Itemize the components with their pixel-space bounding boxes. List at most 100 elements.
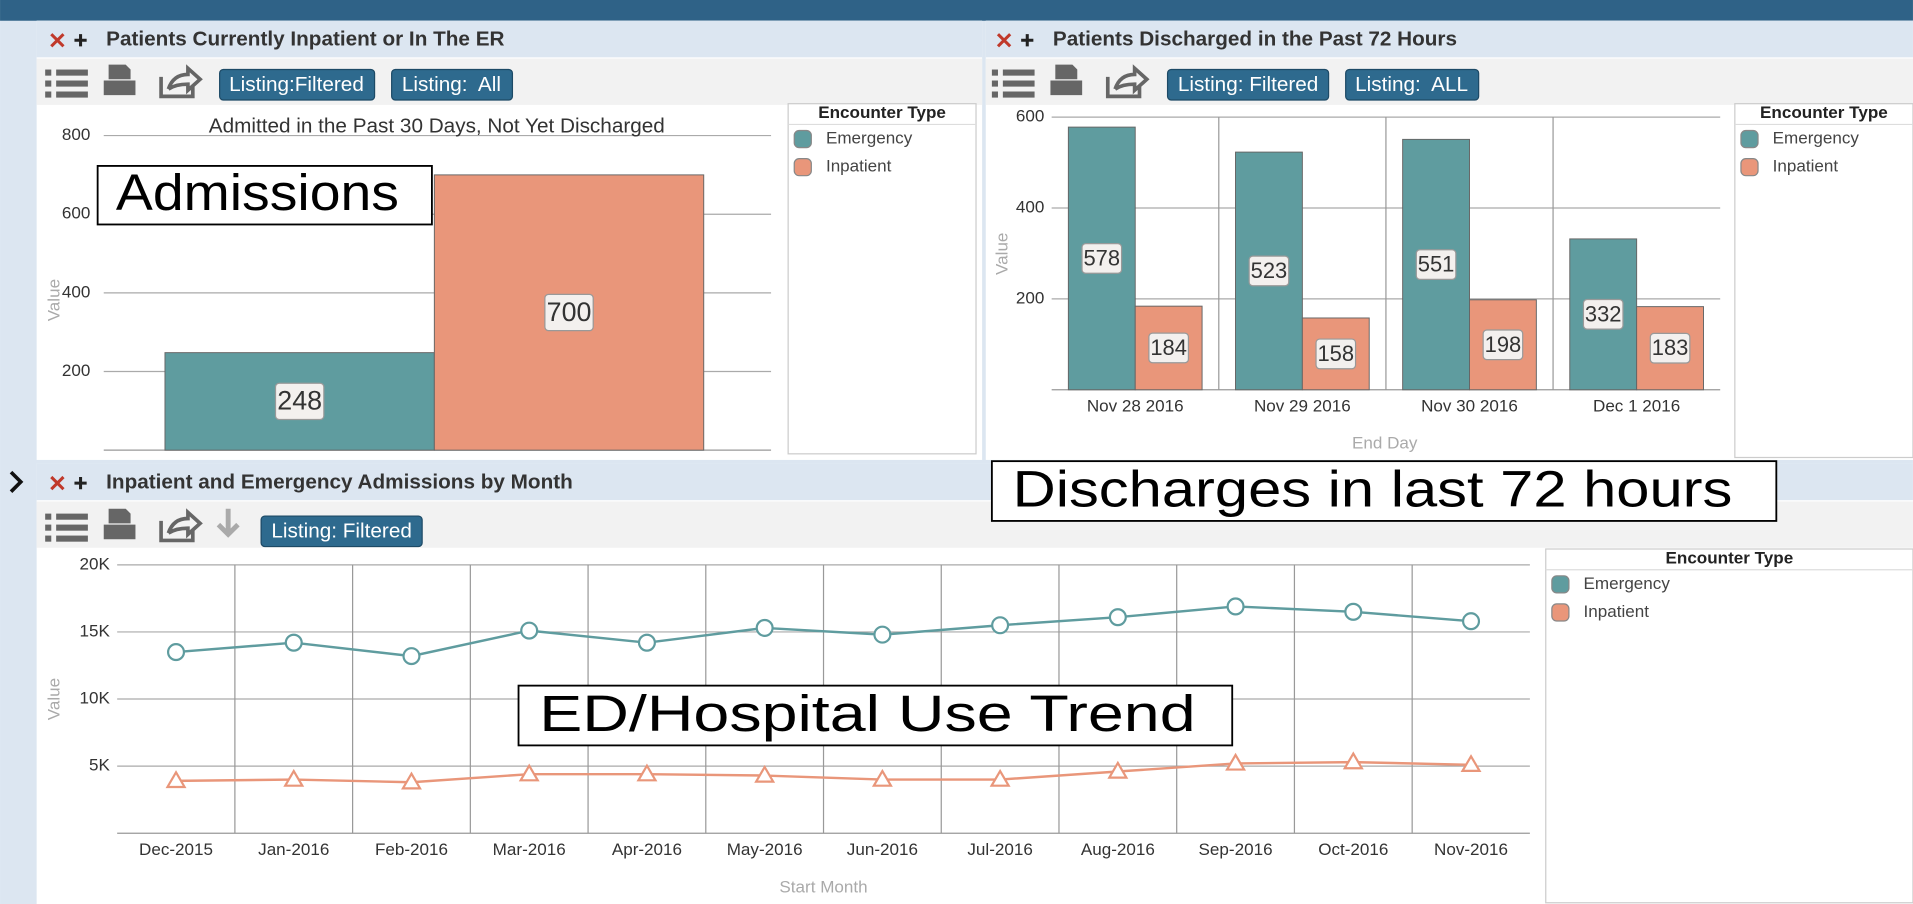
value-label: 551 [1418,252,1455,277]
marker [1461,612,1481,631]
icon-list-line[interactable] [1002,80,1035,87]
value-label-box [1081,243,1123,274]
expand-chevron[interactable] [9,470,24,493]
button-label[interactable]: Listing: Filtered [1178,73,1319,96]
overlay-box [96,165,433,226]
marker [166,643,186,662]
button[interactable] [1166,68,1330,101]
value-label: 332 [1585,301,1622,326]
x-tick-label: Feb-2016 [375,840,448,859]
x-tick-label: Nov 29 2016 [1254,396,1351,415]
add-icon[interactable] [74,34,87,47]
y-tick-label: 200 [62,361,90,380]
icon-print[interactable] [103,508,136,540]
x-tick-label: Dec-2015 [139,840,213,859]
legend-title: Encounter Type [1666,548,1794,567]
icon-export[interactable] [159,64,203,99]
button[interactable] [219,68,376,101]
icon-download[interactable] [216,508,240,538]
marker [1460,754,1482,772]
icon-list-dot[interactable] [45,91,52,98]
icon-list-line[interactable] [56,513,88,520]
x-tick-label: Jul-2016 [967,840,1032,859]
line [175,605,1472,658]
icon-list-dot[interactable] [45,513,52,520]
icon-list-line[interactable] [1002,91,1035,98]
icon-export[interactable] [159,508,203,543]
value-label-box [1649,332,1691,364]
toolbar-icons [45,64,203,99]
marker [402,647,421,666]
legend-title: Encounter Type [1760,103,1888,122]
button-label[interactable]: Listing: Filtered [271,519,412,542]
marker [991,616,1010,635]
marker [755,618,774,637]
y-tick-label: 200 [1016,288,1044,307]
close-icon[interactable] [50,475,65,491]
legend-swatch [1551,603,1570,622]
value-label-box [1148,332,1190,364]
panel-title: Patients Discharged in the Past 72 Hours [1053,28,1457,51]
overlay-box [517,684,1234,747]
value-label: 578 [1083,245,1120,270]
icon-list-line[interactable] [56,524,88,531]
panel-title: Inpatient and Emergency Admissions by Mo… [106,471,573,494]
button[interactable] [391,68,514,101]
legend-swatch [1740,129,1759,149]
add-icon[interactable] [74,477,87,490]
marker [1226,597,1245,616]
legend-swatch [1740,157,1759,177]
y-axis-label: Value [992,233,1011,275]
x-tick-label: Dec 1 2016 [1593,396,1680,415]
close-icon[interactable] [50,33,65,48]
y-axis-label: Value [44,279,63,321]
x-tick-label: Aug-2016 [1081,840,1155,859]
icon-list-line[interactable] [56,535,88,542]
legend-swatch [793,129,812,149]
icon-export[interactable] [1105,64,1150,99]
overlay-box [990,460,1778,522]
marker [636,763,658,782]
icon-list-dot[interactable] [45,535,52,542]
icon-print[interactable] [103,64,136,96]
panel-header [36,20,983,58]
x-tick-label: Nov-2016 [1434,840,1508,859]
button-label[interactable]: Listing: All [402,73,501,96]
icon-list-line[interactable] [56,91,88,98]
legend-label: Emergency [826,129,913,148]
icon-list-line[interactable] [56,69,88,76]
icon-list-dot[interactable] [991,69,998,76]
marker [989,768,1011,787]
value-label: 158 [1317,341,1354,366]
value-label-box [544,293,594,332]
legend-label: Emergency [1584,574,1671,593]
button[interactable] [260,515,423,548]
button-label[interactable]: Listing: ALL [1355,73,1468,96]
button-label[interactable]: Listing:Filtered [229,73,364,96]
bar [164,352,435,451]
icon-list-dot[interactable] [991,80,998,87]
icon-list-dot[interactable] [991,91,998,98]
y-axis-label: Value [44,678,63,720]
icon-list-dot[interactable] [45,80,52,87]
x-tick-label: Mar-2016 [493,840,566,859]
icon-list-line[interactable] [56,80,88,87]
button[interactable] [1345,68,1480,101]
icon-list-dot[interactable] [45,69,52,76]
legend-box [787,103,977,455]
y-tick-label: 10K [79,689,110,708]
y-tick-label: 800 [62,125,90,144]
icon-list-dot[interactable] [45,524,52,531]
y-tick-label: 20K [79,554,110,573]
icon-list-line[interactable] [1002,69,1035,76]
legend-title: Encounter Type [818,103,946,122]
add-icon[interactable] [1021,34,1034,47]
x-tick-label: Nov 30 2016 [1421,396,1518,415]
icon-print[interactable] [1050,64,1083,96]
marker [1344,602,1363,621]
marker [871,768,893,787]
close-icon[interactable] [996,33,1012,48]
marker [165,770,187,789]
x-axis-label: End Day [1352,434,1418,453]
y-tick-label: 5K [89,756,110,775]
